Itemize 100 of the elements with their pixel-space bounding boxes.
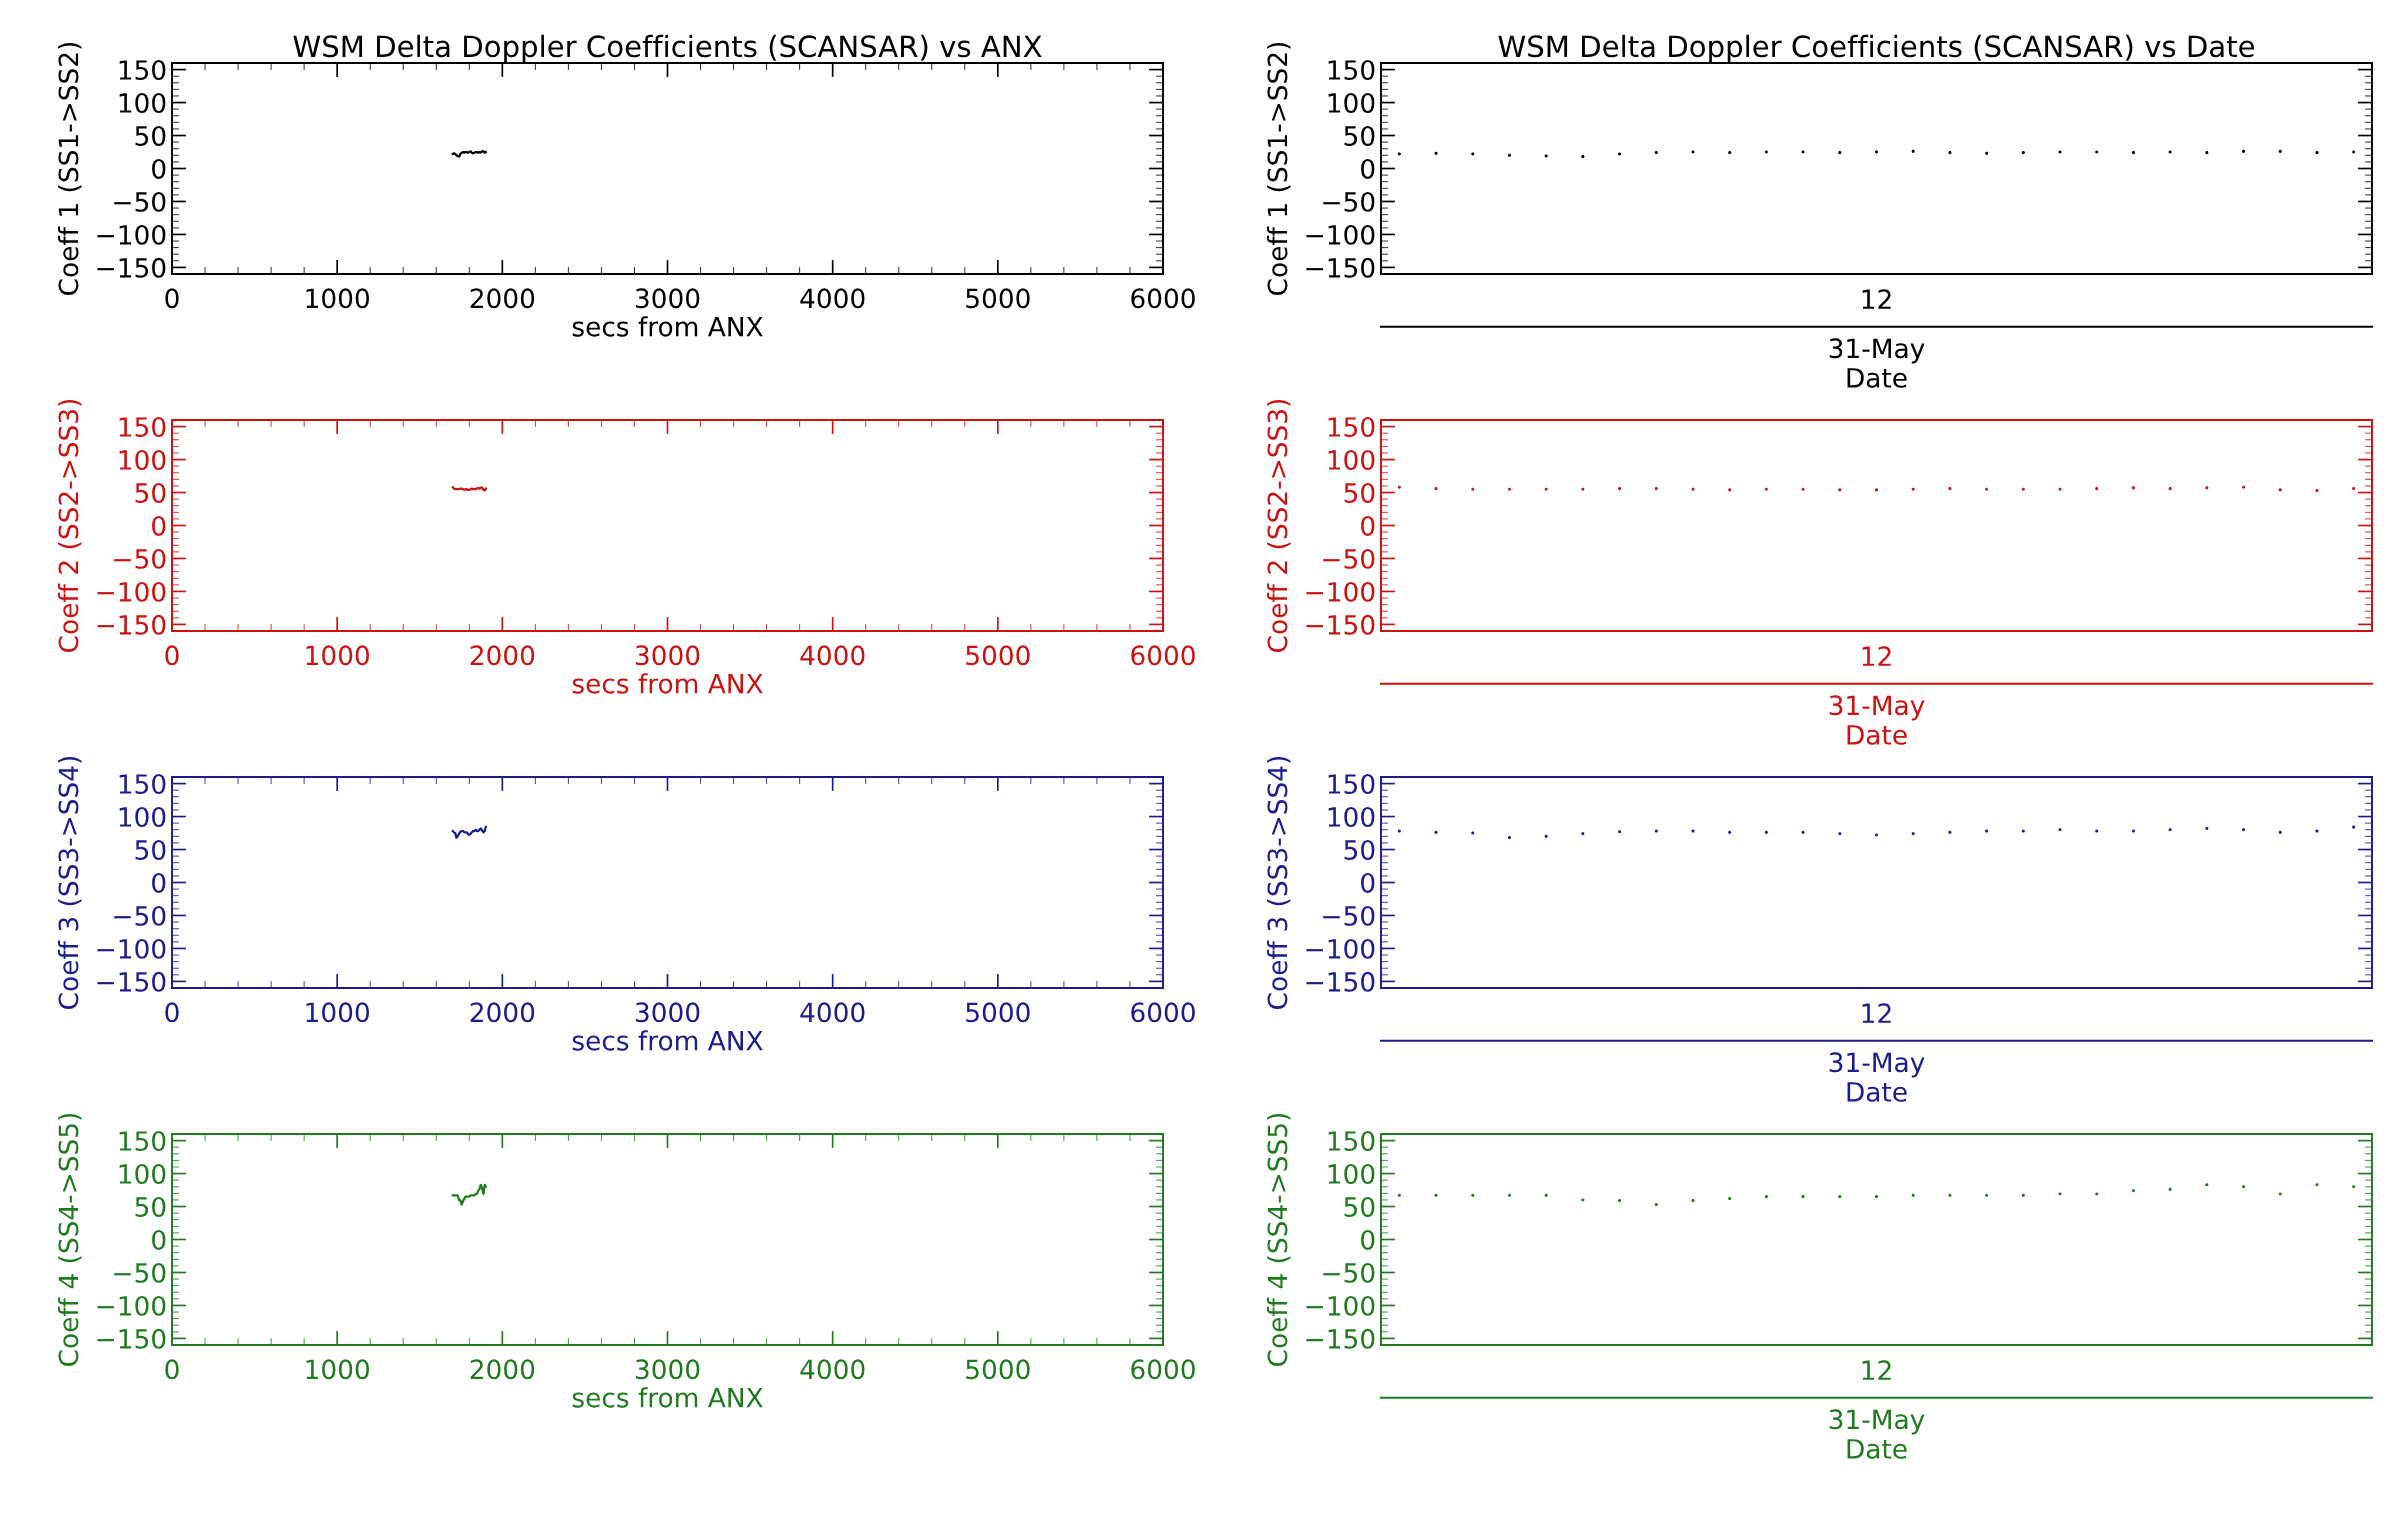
y-tick-label: −100 — [97, 224, 166, 245]
y-tick-label: −50 — [1323, 905, 1375, 926]
x-tick-label: 4000 — [800, 1359, 865, 1380]
point — [2131, 1189, 2135, 1193]
x-tick-label: 0 — [165, 288, 179, 309]
point — [1507, 836, 1512, 840]
x-tick-label: 3000 — [635, 1359, 700, 1380]
text: 12 — [1862, 1003, 1891, 1023]
y-tick-label: 0 — [1361, 1229, 1375, 1250]
text: 12 — [1862, 646, 1891, 666]
x-tick-label: 5000 — [966, 1002, 1030, 1023]
x-tick-label: 6000 — [1131, 1359, 1195, 1380]
y-tick-label: 100 — [119, 1164, 166, 1184]
x-tick-label: 1000 — [306, 1359, 369, 1380]
x-tick-label: 1000 — [306, 1002, 369, 1023]
point — [1618, 1199, 1622, 1203]
x-tick-label: 1000 — [306, 288, 369, 309]
y-axis-title: Coeff 3 (SS3->SS4) — [1267, 756, 1291, 1009]
y-tick-label: −100 — [97, 581, 166, 602]
y-tick-label: 100 — [119, 93, 166, 113]
y-tick-label: 50 — [135, 482, 166, 503]
x-axis-title: secs from ANX — [572, 673, 763, 694]
x-tick-label: 0 — [165, 1359, 179, 1380]
x-tick-label: 6000 — [1131, 288, 1195, 309]
y-tick-label: 150 — [1328, 417, 1375, 437]
y-tick-label: −50 — [114, 1262, 166, 1283]
y-tick-label: 0 — [152, 872, 166, 893]
y-tick-label: −150 — [97, 257, 166, 278]
point — [1838, 832, 1842, 836]
x-axis-title: Date — [1847, 368, 1907, 388]
y-tick-label: 100 — [119, 807, 166, 827]
y-axis-title: Coeff 2 (SS2->SS3) — [58, 399, 82, 652]
y-tick-label: 50 — [1344, 125, 1375, 146]
y-axis-title: Coeff 2 (SS2->SS3) — [1267, 399, 1291, 652]
text: 12 — [1862, 1360, 1891, 1380]
y-tick-label: −100 — [1306, 224, 1375, 245]
point — [2205, 1183, 2209, 1187]
y-axis-title: Coeff 1 (SS1->SS2) — [1267, 42, 1291, 295]
text: 31-May — [1829, 695, 1925, 721]
point — [2095, 1192, 2099, 1196]
y-tick-label: 50 — [135, 125, 166, 146]
y-tick-label: −150 — [97, 1328, 166, 1349]
y-tick-label: 50 — [135, 839, 166, 860]
y-tick-label: −100 — [1306, 581, 1375, 602]
x-tick-label: 0 — [165, 645, 179, 666]
x-axis-title: Date — [1847, 725, 1907, 745]
y-tick-label: −50 — [114, 191, 166, 212]
y-tick-label: −150 — [97, 971, 166, 992]
y-tick-label: −100 — [97, 938, 166, 959]
point — [1874, 1195, 1879, 1199]
x-axis-title: Date — [1847, 1439, 1907, 1459]
y-tick-label: 150 — [119, 60, 166, 80]
y-tick-label: 0 — [152, 158, 166, 179]
y-tick-label: −150 — [97, 614, 166, 635]
x-tick-label: 6000 — [1131, 1002, 1195, 1023]
y-axis-title: Coeff 4 (SS4->SS5) — [1267, 1113, 1291, 1366]
x-axis-title: secs from ANX — [572, 316, 763, 337]
y-tick-label: −100 — [1306, 938, 1375, 959]
x-tick-label: 3000 — [635, 1002, 700, 1023]
x-tick-label: 5000 — [966, 645, 1030, 666]
y-tick-label: 150 — [1328, 60, 1375, 80]
chart-title: WSM Delta Doppler Coefficients (SCANSAR) vs ANX — [293, 34, 1042, 63]
point — [2021, 1193, 2025, 1197]
chart-title: WSM Delta Doppler Coefficients (SCANSAR) vs Date — [1498, 34, 2255, 63]
y-tick-label: −50 — [114, 905, 166, 926]
y-tick-label: −150 — [1306, 1328, 1375, 1349]
y-tick-label: 0 — [152, 515, 166, 536]
x-axis-title: secs from ANX — [572, 1030, 763, 1051]
text: 31-May — [1829, 338, 1925, 364]
x-tick-label: 5000 — [966, 288, 1030, 309]
text: 31-May — [1829, 1409, 1925, 1435]
x-tick-label: 5000 — [966, 1359, 1030, 1380]
y-tick-label: 50 — [1344, 482, 1375, 503]
y-tick-label: 0 — [1361, 515, 1375, 536]
x-tick-label: 6000 — [1131, 645, 1195, 666]
y-tick-label: 150 — [119, 417, 166, 437]
x-tick-label: 3000 — [635, 645, 700, 666]
line-series — [451, 826, 487, 839]
point — [1985, 1193, 1989, 1197]
y-tick-label: 100 — [1328, 93, 1375, 113]
y-tick-label: 100 — [1328, 450, 1375, 470]
y-tick-label: −150 — [1306, 614, 1375, 635]
y-axis-title: Coeff 4 (SS4->SS5) — [58, 1113, 82, 1366]
point — [1764, 1195, 1768, 1199]
y-tick-label: 0 — [1361, 158, 1375, 179]
y-axis-title: Coeff 3 (SS3->SS4) — [58, 756, 82, 1009]
y-tick-label: −50 — [1323, 548, 1375, 569]
y-axis-title: Coeff 1 (SS1->SS2) — [58, 42, 82, 295]
point — [1471, 1193, 1475, 1197]
x-axis-title: secs from ANX — [572, 1387, 763, 1408]
y-tick-label: 50 — [135, 1196, 166, 1217]
x-tick-label: 1000 — [306, 645, 369, 666]
y-tick-label: 0 — [152, 1229, 166, 1250]
y-tick-label: −150 — [1306, 971, 1375, 992]
y-tick-label: −150 — [1306, 257, 1375, 278]
y-tick-label: 50 — [1344, 839, 1375, 860]
line-series — [451, 1183, 487, 1206]
x-tick-label: 4000 — [800, 288, 865, 309]
x-tick-label: 4000 — [800, 1002, 865, 1023]
x-tick-label: 2000 — [470, 1359, 535, 1380]
